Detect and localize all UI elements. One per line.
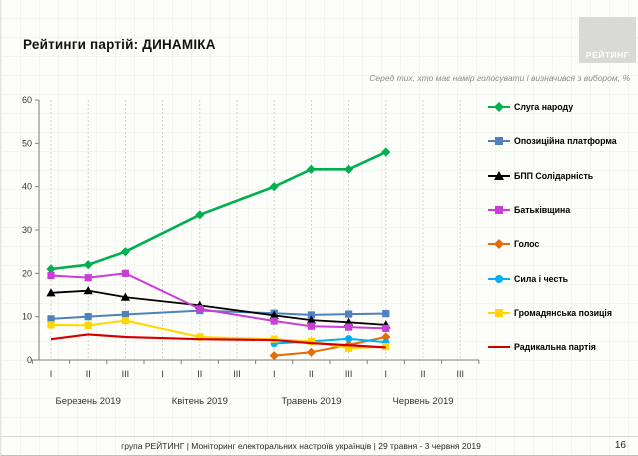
legend-swatch-triangle-icon	[488, 170, 510, 180]
page-title: Рейтинги партій: ДИНАМІКА	[23, 37, 216, 52]
legend-swatch-square-icon	[488, 308, 510, 317]
x-slot-label: I	[50, 369, 53, 379]
data-point-marker	[83, 286, 93, 295]
x-slot-label: III	[345, 369, 353, 379]
y-tick-label: 0	[27, 355, 32, 365]
legend-swatch-circle-icon	[488, 274, 510, 283]
data-point-marker	[307, 322, 315, 330]
data-point-marker	[382, 324, 390, 332]
data-point-marker	[46, 288, 56, 297]
legend-label: Сила і честь	[514, 273, 569, 284]
data-point-marker	[307, 337, 315, 345]
x-slot-label: I	[161, 369, 164, 379]
data-point-marker	[46, 264, 56, 274]
data-point-marker	[84, 274, 92, 282]
month-label: Червень 2019	[392, 396, 453, 407]
data-point-marker	[345, 323, 353, 331]
legend-label: Голос	[514, 239, 540, 250]
data-point-marker	[306, 164, 316, 174]
legend-swatch-diamond-icon	[488, 239, 510, 250]
x-slot-label: II	[86, 369, 91, 379]
legend-label: Слуга народу	[514, 102, 574, 112]
x-slot-label: III	[233, 369, 241, 379]
y-tick-label: 10	[22, 312, 32, 322]
page-number: 16	[614, 440, 626, 451]
legend-label: Батьківщина	[514, 204, 571, 215]
data-point-marker	[196, 333, 204, 341]
data-point-marker	[47, 271, 55, 280]
data-point-marker	[270, 317, 278, 325]
y-tick-label: 40	[22, 182, 32, 192]
series-line	[50, 289, 386, 326]
data-point-marker	[345, 310, 353, 318]
legend-swatch-diamond-icon	[488, 102, 510, 112]
legend-label: БПП Солідарність	[514, 170, 594, 181]
month-label: Березень 2019	[56, 396, 121, 407]
data-point-marker	[121, 269, 129, 277]
legend-item: Слуга народу	[487, 100, 573, 114]
data-point-marker	[84, 321, 92, 329]
legend-swatch-square-icon	[488, 137, 510, 146]
legend-item: Сила і честь	[487, 272, 568, 286]
data-point-marker	[269, 310, 279, 319]
data-point-marker	[269, 351, 279, 361]
month-label: Квітень 2019	[172, 396, 228, 407]
x-slot-label: I	[385, 369, 388, 379]
data-point-marker	[196, 305, 204, 313]
series-line	[50, 333, 386, 349]
legend-item: Опозиційна платформа	[487, 134, 617, 148]
data-point-marker	[121, 310, 129, 319]
data-point-marker	[195, 210, 205, 220]
y-tick-label: 30	[22, 225, 32, 235]
footer-divider	[1, 436, 638, 437]
series-line	[50, 150, 387, 271]
footer-source: група РЕЙТИНГ | Моніторинг електоральних…	[121, 441, 481, 451]
x-slot-label: I	[273, 369, 276, 379]
legend-label: Громадянська позиція	[514, 307, 612, 318]
series-line	[50, 319, 386, 350]
x-slot-label: III	[122, 369, 130, 379]
legend-item: Голос	[487, 237, 539, 251]
x-slot-label: II	[309, 369, 314, 379]
y-tick-label: 20	[22, 268, 32, 278]
data-point-marker	[84, 313, 92, 321]
legend-item: Громадянська позиція	[487, 306, 612, 320]
legend-swatch-square-icon	[488, 205, 510, 214]
data-point-marker	[381, 332, 391, 342]
rating-group-logo: РЕЙТИНГ	[579, 17, 636, 63]
data-point-marker	[47, 315, 55, 323]
data-point-marker	[47, 321, 55, 329]
legend-label: Радикальна партія	[514, 342, 596, 353]
y-tick-label: 50	[22, 138, 32, 148]
x-slot-label: II	[197, 369, 202, 379]
legend-item: Радикальна партія	[487, 340, 596, 354]
data-point-marker	[307, 311, 315, 319]
data-point-marker	[120, 292, 130, 301]
data-point-marker	[381, 147, 391, 157]
month-label: Травень 2019	[281, 396, 341, 407]
data-point-marker	[121, 316, 129, 325]
data-point-marker	[345, 335, 353, 343]
data-point-marker	[269, 182, 279, 192]
legend-item: БПП Солідарність	[487, 169, 593, 183]
chart-subtitle: Серед тих, хто має намір голосувати і ви…	[369, 73, 630, 83]
data-point-marker	[382, 310, 390, 318]
x-slot-label: II	[420, 369, 425, 379]
rating-group-logo-text: РЕЙТИНГ	[585, 50, 630, 60]
series-line	[50, 272, 386, 330]
series-line	[50, 309, 386, 320]
x-slot-label: III	[456, 369, 464, 379]
data-point-marker	[344, 164, 354, 174]
data-point-marker	[120, 247, 130, 257]
legend-label: Опозиційна платформа	[514, 136, 617, 147]
legend-item: Батьківщина	[487, 203, 570, 217]
y-tick-label: 60	[22, 95, 32, 105]
data-point-marker	[306, 315, 316, 324]
data-point-marker	[83, 260, 93, 270]
data-point-marker	[306, 347, 316, 357]
legend-swatch-none-icon	[488, 346, 510, 349]
data-point-marker	[345, 344, 353, 352]
